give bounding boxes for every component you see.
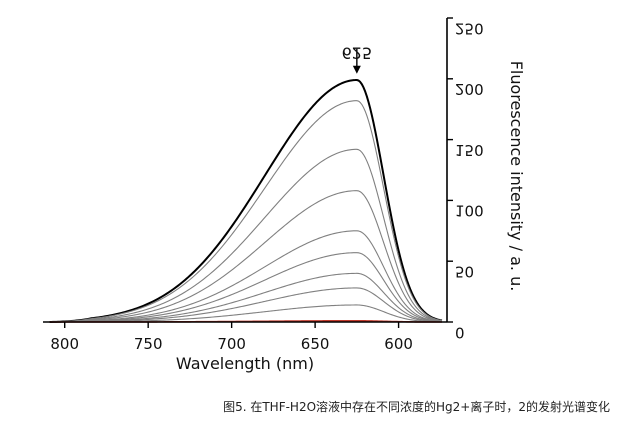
y-axis-label: Fluorescence intensity / a. u. (507, 61, 526, 292)
y-ticks: 0 50 100 150 200 250 (447, 17, 484, 341)
peak-annotation: 625 (342, 43, 373, 74)
series-line-5 (49, 230, 443, 323)
series-line-6 (49, 252, 443, 323)
x-tick-label: 750 (134, 335, 163, 353)
x-axis-label: Wavelength (nm) (176, 354, 314, 373)
x-ticks: 600 650 700 750 800 (50, 322, 413, 353)
y-tick-label: 150 (455, 141, 484, 159)
series-line-1 (49, 79, 443, 323)
series-line-7 (49, 272, 443, 323)
y-tick-label: 0 (455, 323, 465, 341)
y-tick-label: 100 (455, 202, 484, 220)
y-tick-label: 50 (455, 262, 474, 280)
x-tick-label: 800 (50, 335, 79, 353)
figure-caption: 图5. 在THF-H2O溶液中存在不同浓度的Hg2+离子时，2的发射光谱变化 (223, 400, 610, 414)
curves (49, 79, 443, 323)
y-tick-label: 250 (455, 19, 484, 37)
series-line-3 (49, 148, 443, 323)
x-tick-label: 600 (384, 335, 413, 353)
x-tick-label: 700 (217, 335, 246, 353)
series-line-8 (49, 287, 443, 323)
axis-labels: Wavelength (nm) Fluorescence intensity / … (176, 61, 526, 373)
y-tick-label: 200 (455, 80, 484, 98)
peak-label: 625 (342, 43, 373, 62)
peak-arrow-head (352, 65, 361, 74)
series-line-2 (49, 100, 443, 323)
x-tick-label: 650 (301, 335, 330, 353)
series-line-4 (49, 190, 443, 323)
